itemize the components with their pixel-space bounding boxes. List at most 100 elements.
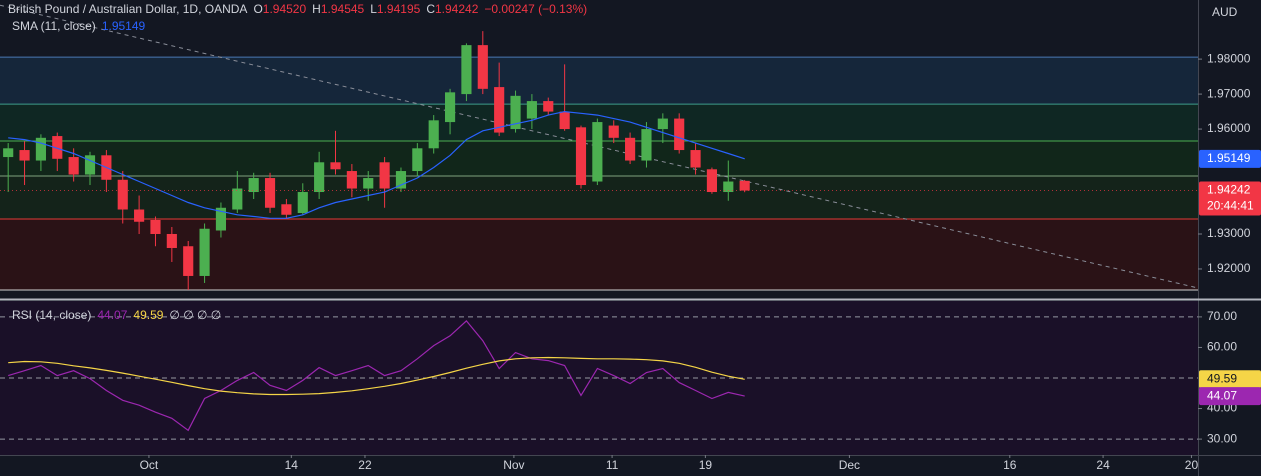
y-tick-label: 1.98000 <box>1207 51 1251 65</box>
x-tick-label: Nov <box>503 458 524 472</box>
zone <box>0 57 1198 105</box>
candle-body <box>297 192 308 214</box>
ohlc-value: 1.94520 <box>263 2 307 16</box>
candle-body <box>657 118 668 130</box>
ohlc-label: L <box>370 2 377 16</box>
candle-body <box>330 162 341 170</box>
y-tick-label: 1.93000 <box>1207 226 1251 240</box>
candle-body <box>35 137 46 161</box>
candle-body <box>444 92 456 123</box>
rsi-last-value: 49.59 <box>1207 371 1237 385</box>
x-tick-label: 19 <box>699 458 713 472</box>
change: −0.00247 (−0.13%) <box>484 2 587 16</box>
candle-body <box>739 180 750 191</box>
na-values: ∅ ∅ ∅ ∅ <box>169 308 221 322</box>
x-tick-label: 20 <box>1185 458 1199 472</box>
y-tick-label: 70.00 <box>1207 309 1237 323</box>
currency: AUD <box>1212 5 1238 19</box>
y-tick-label: 1.97000 <box>1207 86 1251 100</box>
sma-line <box>8 110 745 219</box>
candle-body <box>52 136 63 159</box>
candle-body <box>117 179 128 210</box>
ohlc-value: 1.94242 <box>435 2 479 16</box>
candle-body <box>412 148 423 172</box>
candle-body <box>134 209 145 222</box>
x-tick-label: 24 <box>1096 458 1110 472</box>
last-price-box <box>1199 181 1261 216</box>
candle-body <box>150 220 161 234</box>
legend-name: SMA (11, close) <box>12 19 96 33</box>
candle-body <box>674 118 685 151</box>
zone <box>0 176 1198 219</box>
candle-body <box>559 111 570 130</box>
candle-body <box>395 171 407 189</box>
ohlc-label: C <box>426 2 435 16</box>
candle-body <box>346 171 357 189</box>
y-tick-label: 1.96000 <box>1207 121 1251 135</box>
sma-last-value: 1.95149 <box>1207 151 1251 165</box>
y-tick-label: 1.92000 <box>1207 261 1251 275</box>
candle-body <box>19 150 30 161</box>
x-tick-label: Oct <box>140 458 159 472</box>
symbol-title: British Pound / Australian Dollar, 1D, O… <box>8 2 247 16</box>
countdown: 20:44:41 <box>1207 199 1254 213</box>
rsi-line <box>8 356 745 396</box>
candle-body <box>592 122 603 182</box>
last-price: 1.94242 <box>1207 183 1251 197</box>
indicator-legend: RSI (14, close) 44.07 49.59 ∅ ∅ ∅ ∅ <box>12 308 221 322</box>
candle-body <box>84 155 96 175</box>
sma-last-value-box <box>1199 149 1261 168</box>
candle-body <box>690 150 701 168</box>
candle-body <box>608 125 619 138</box>
candle-body <box>68 157 79 175</box>
indicator-legend: SMA (11, close) 1.95149 <box>12 19 146 33</box>
x-tick-label: Dec <box>839 458 860 472</box>
legend-name: RSI (14, close) <box>12 308 91 322</box>
candle-body <box>281 204 292 215</box>
ohlc-label: O <box>253 2 262 16</box>
y-tick-label: 60.00 <box>1207 340 1237 354</box>
rsi-last-value: 44.07 <box>1207 388 1237 402</box>
header: British Pound / Australian Dollar, 1D, O… <box>8 2 587 16</box>
legend-value: 49.59 <box>133 308 163 322</box>
trendline <box>0 4 1199 289</box>
rsi-last-value-box <box>1199 370 1261 389</box>
candle-body <box>543 101 554 112</box>
x-tick-label: 14 <box>285 458 299 472</box>
candle-body <box>363 178 374 189</box>
candle-body <box>625 137 636 161</box>
candle-body <box>379 162 390 189</box>
candle-body <box>723 181 734 193</box>
x-tick-label: 16 <box>1003 458 1017 472</box>
candle-body <box>477 45 488 89</box>
candle-body <box>215 207 227 231</box>
candle-body <box>199 228 210 276</box>
rsi-line <box>8 320 745 432</box>
ohlc-label: H <box>312 2 321 16</box>
candle-body <box>526 101 537 119</box>
candle-body <box>3 148 14 158</box>
candle-body <box>706 169 717 193</box>
x-tick-label: 22 <box>358 458 372 472</box>
candle-body <box>166 233 177 248</box>
candle-body <box>494 87 505 133</box>
ohlc-value: 1.94545 <box>321 2 365 16</box>
ohlc-value: 1.94195 <box>377 2 421 16</box>
candle-body <box>314 162 325 193</box>
candle-body <box>575 127 587 186</box>
x-tick-label: 11 <box>606 458 619 472</box>
candle-body <box>461 45 472 95</box>
rsi-last-value-box <box>1199 387 1261 406</box>
candle-body <box>428 120 439 149</box>
candle-body <box>248 178 259 193</box>
candle-body <box>232 188 243 210</box>
candle-body <box>264 178 276 208</box>
candle-body <box>641 129 652 161</box>
candle-body <box>183 246 194 276</box>
y-tick-label: 30.00 <box>1207 431 1237 445</box>
candle-body <box>510 95 521 130</box>
legend-value: 44.07 <box>97 308 127 322</box>
legend-value: 1.95149 <box>102 19 146 33</box>
